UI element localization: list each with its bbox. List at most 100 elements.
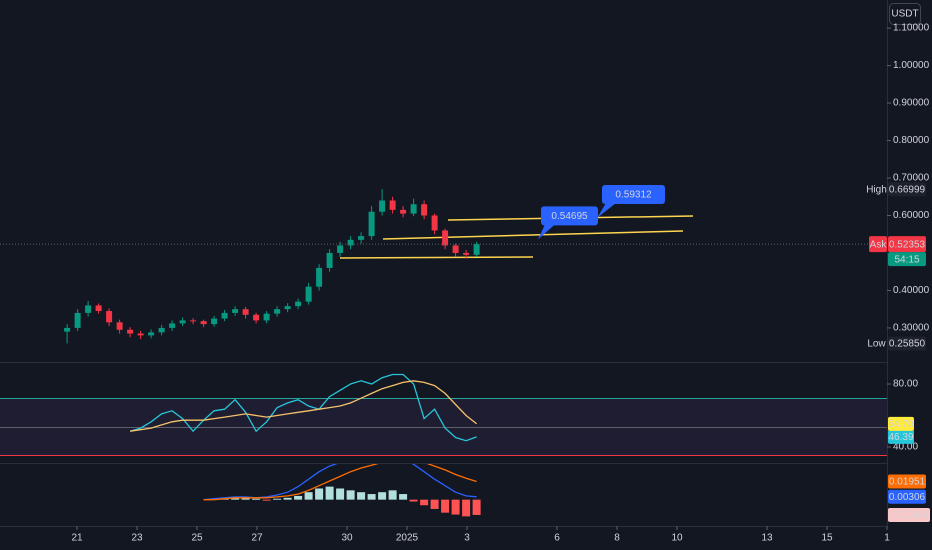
candle-body [127,329,134,334]
candle-body [232,309,239,313]
trend-line [339,256,534,259]
countdown-box [888,252,926,267]
ask-tag-box [869,236,887,253]
x-tick-label: 21 [71,533,83,544]
macd-bar [441,499,450,513]
x-tick-label: 1 [884,533,890,544]
ask-price: 0.52353 [889,239,926,250]
y-tick-label: 0.80000 [893,135,930,146]
macd-bar [430,499,439,509]
callout-label: 0.59312 [615,190,652,201]
candle-body [158,327,165,333]
candle-body [442,230,449,246]
candle-body [400,209,407,214]
callout-pointer [597,203,616,219]
ask-price-box [888,236,926,253]
candle-body [452,245,459,253]
macd-bar [378,492,387,500]
currency-button[interactable]: USDT [889,3,921,25]
high-price: 0.66999 [889,184,926,195]
macd-line [203,464,477,501]
callout-label: 0.54695 [551,211,588,222]
candle-body [263,313,270,321]
signal-last-value-box [888,474,926,489]
candle-body [64,327,71,332]
y-tick-label: 1.10000 [893,23,930,34]
macd-bar [325,486,334,500]
macd-bar [367,494,376,500]
macd-bar [462,499,471,517]
candle-body [358,236,365,240]
candle-body [74,312,81,328]
candle-body [347,239,354,246]
macd-bar [346,490,355,500]
candle-body [85,305,92,313]
macd-pane [203,464,481,517]
x-tick-label: 6 [554,533,560,544]
y-tick-label: 0.70000 [893,173,930,184]
callout-box [602,185,665,205]
candle-body [169,323,176,328]
macd-last-value: 0.00306 [889,492,926,503]
candle-body [389,200,396,210]
ask-tag: Ask [870,239,888,250]
x-tick-label: 27 [251,533,263,544]
x-tick-label: 30 [341,533,353,544]
candle-body [421,204,428,216]
macd-bar [262,499,271,501]
candle-body [116,322,123,330]
candle-body [284,306,291,310]
rsi-line [130,380,478,432]
macd-bar [304,492,313,500]
macd-bar [409,499,418,502]
rsi-last-value: 46.39 [888,432,913,443]
x-tick-label: 8 [614,533,620,544]
candle-body [106,311,113,323]
candle-body [221,312,228,319]
x-tick-label: 3 [464,533,470,544]
macd-bar [357,492,366,500]
currency-label[interactable]: USDT [891,9,918,20]
x-tick-label: 15 [821,533,833,544]
y-tick-label: 40.00 [893,442,918,453]
rsi-line [129,373,477,442]
low-tag: Low [867,339,886,350]
candle-body [200,321,207,325]
signal-last-value: 0.01951 [889,477,926,488]
candle-body [95,305,102,312]
candle-body [326,252,333,268]
macd-bar [336,488,345,500]
candle-body [368,211,375,237]
candle-body [190,320,197,322]
candle-body [148,332,155,336]
trend-line [382,230,684,240]
hist-last-value: -0.01644 [889,510,929,521]
rsi-last-value-box [888,429,914,444]
high-tag: High [866,184,887,195]
x-tick-label: 23 [131,533,143,544]
y-tick-label: 80.00 [893,379,918,390]
x-tick-label: 25 [191,533,203,544]
candle-body [242,309,249,315]
rsi-last-value-box [888,416,914,431]
macd-bar [451,499,460,515]
callout-box [541,206,598,226]
candle-body [274,309,281,314]
macd-bar [283,497,292,500]
candle-body [431,215,438,231]
high-tag-box [866,182,887,197]
y-tick-label: 0.60000 [893,210,930,221]
macd-bar [420,499,429,506]
button-frame[interactable] [889,3,921,25]
macd-bar [252,498,261,500]
candle-body [410,204,417,214]
y-tick-label: 1.00000 [893,60,930,71]
low-price: 0.25850 [889,339,926,350]
rsi-pane [129,373,478,442]
x-tick-label: 13 [761,533,773,544]
candle-body [379,200,386,212]
macd-bar [273,498,282,500]
candle-body [137,333,144,336]
